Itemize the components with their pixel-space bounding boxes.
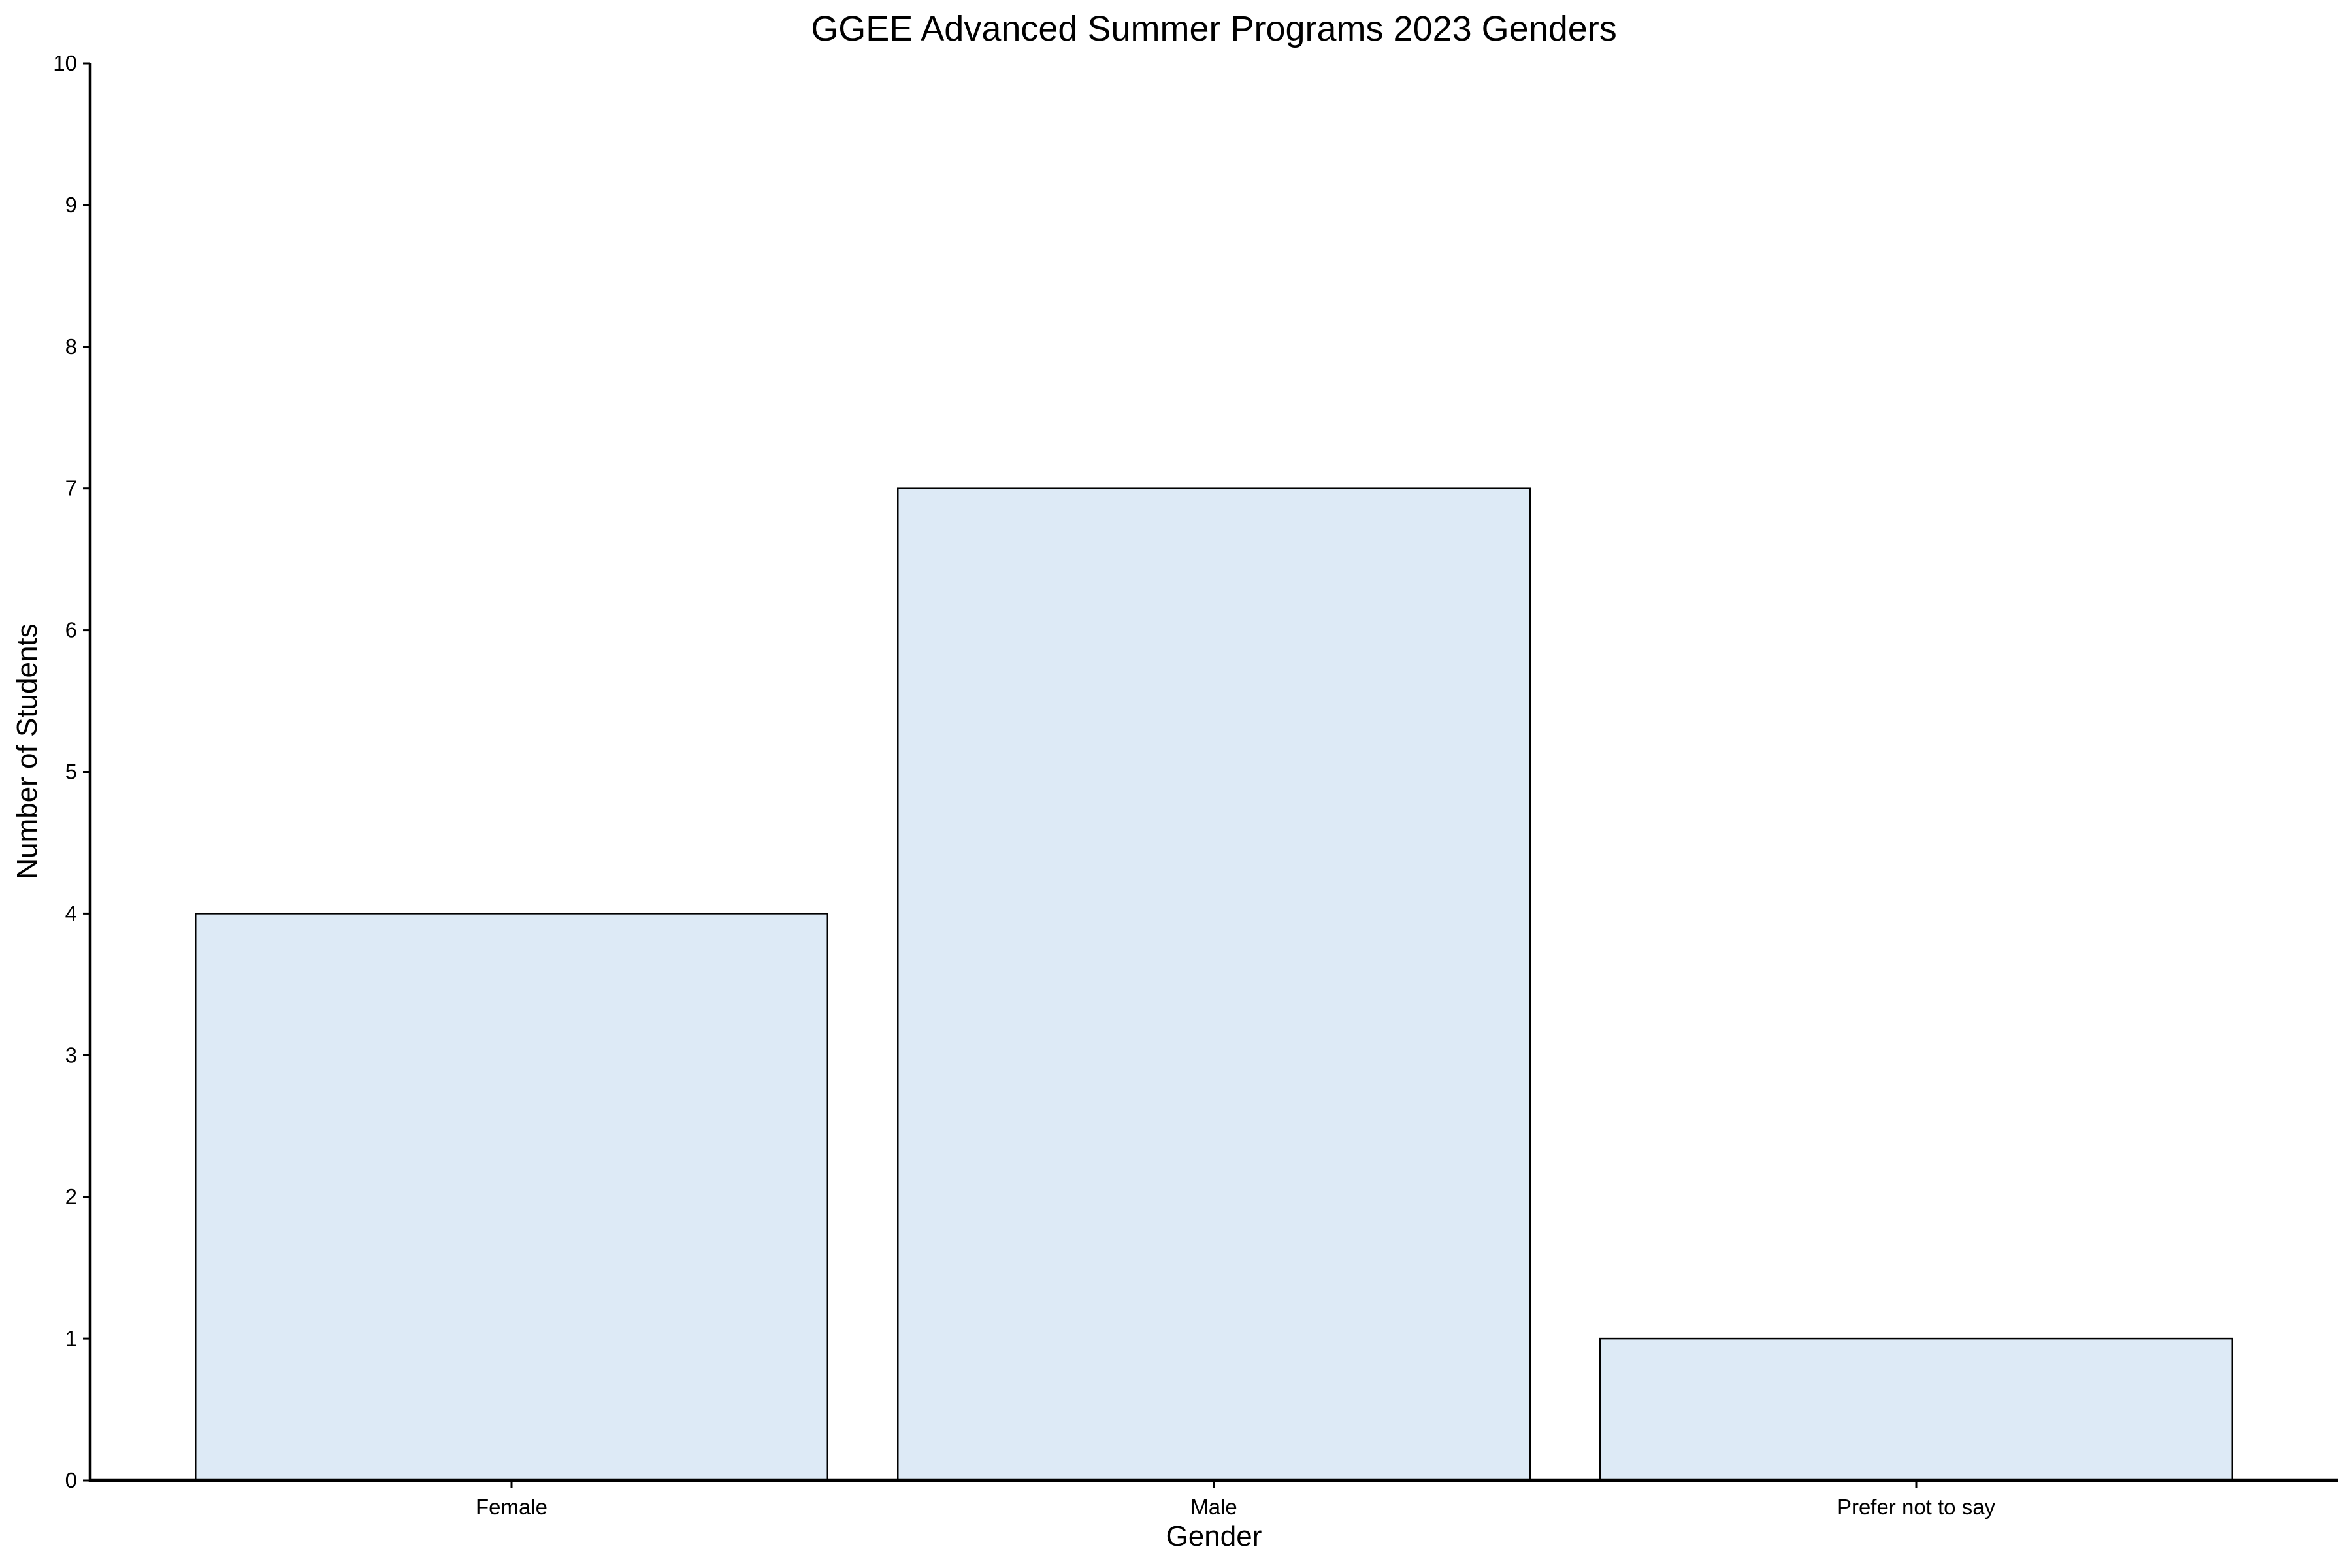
bar-prefer-not-to-say [1599, 1337, 2233, 1482]
y-tick-label: 2 [65, 1184, 77, 1209]
x-axis-ticks: Female Male Prefer not to say [476, 1480, 1996, 1519]
y-tick-label: 8 [65, 335, 77, 359]
x-axis-title: Gender [1166, 1520, 1262, 1552]
y-tick-label: 7 [65, 476, 77, 500]
chart-title: GGEE Advanced Summer Programs 2023 Gende… [811, 9, 1617, 48]
bar-female [195, 913, 828, 1482]
y-tick-label: 5 [65, 760, 77, 784]
y-tick-label: 4 [65, 901, 77, 925]
x-tick-label: Female [476, 1495, 547, 1519]
y-axis-title: Number of Students [11, 623, 43, 879]
x-tick-label: Male [1190, 1495, 1237, 1519]
bars-layer [195, 487, 2233, 1482]
y-tick-label: 1 [65, 1326, 77, 1350]
y-tick-label: 9 [65, 193, 77, 217]
y-tick-label: 10 [53, 51, 77, 75]
x-tick-label: Prefer not to say [1837, 1495, 1996, 1519]
y-tick-label: 6 [65, 618, 77, 642]
y-tick-label: 0 [65, 1468, 77, 1492]
bar-male [897, 487, 1531, 1482]
y-tick-label: 3 [65, 1043, 77, 1067]
y-axis-ticks: 0 1 2 3 4 5 6 7 8 9 10 [53, 51, 90, 1492]
